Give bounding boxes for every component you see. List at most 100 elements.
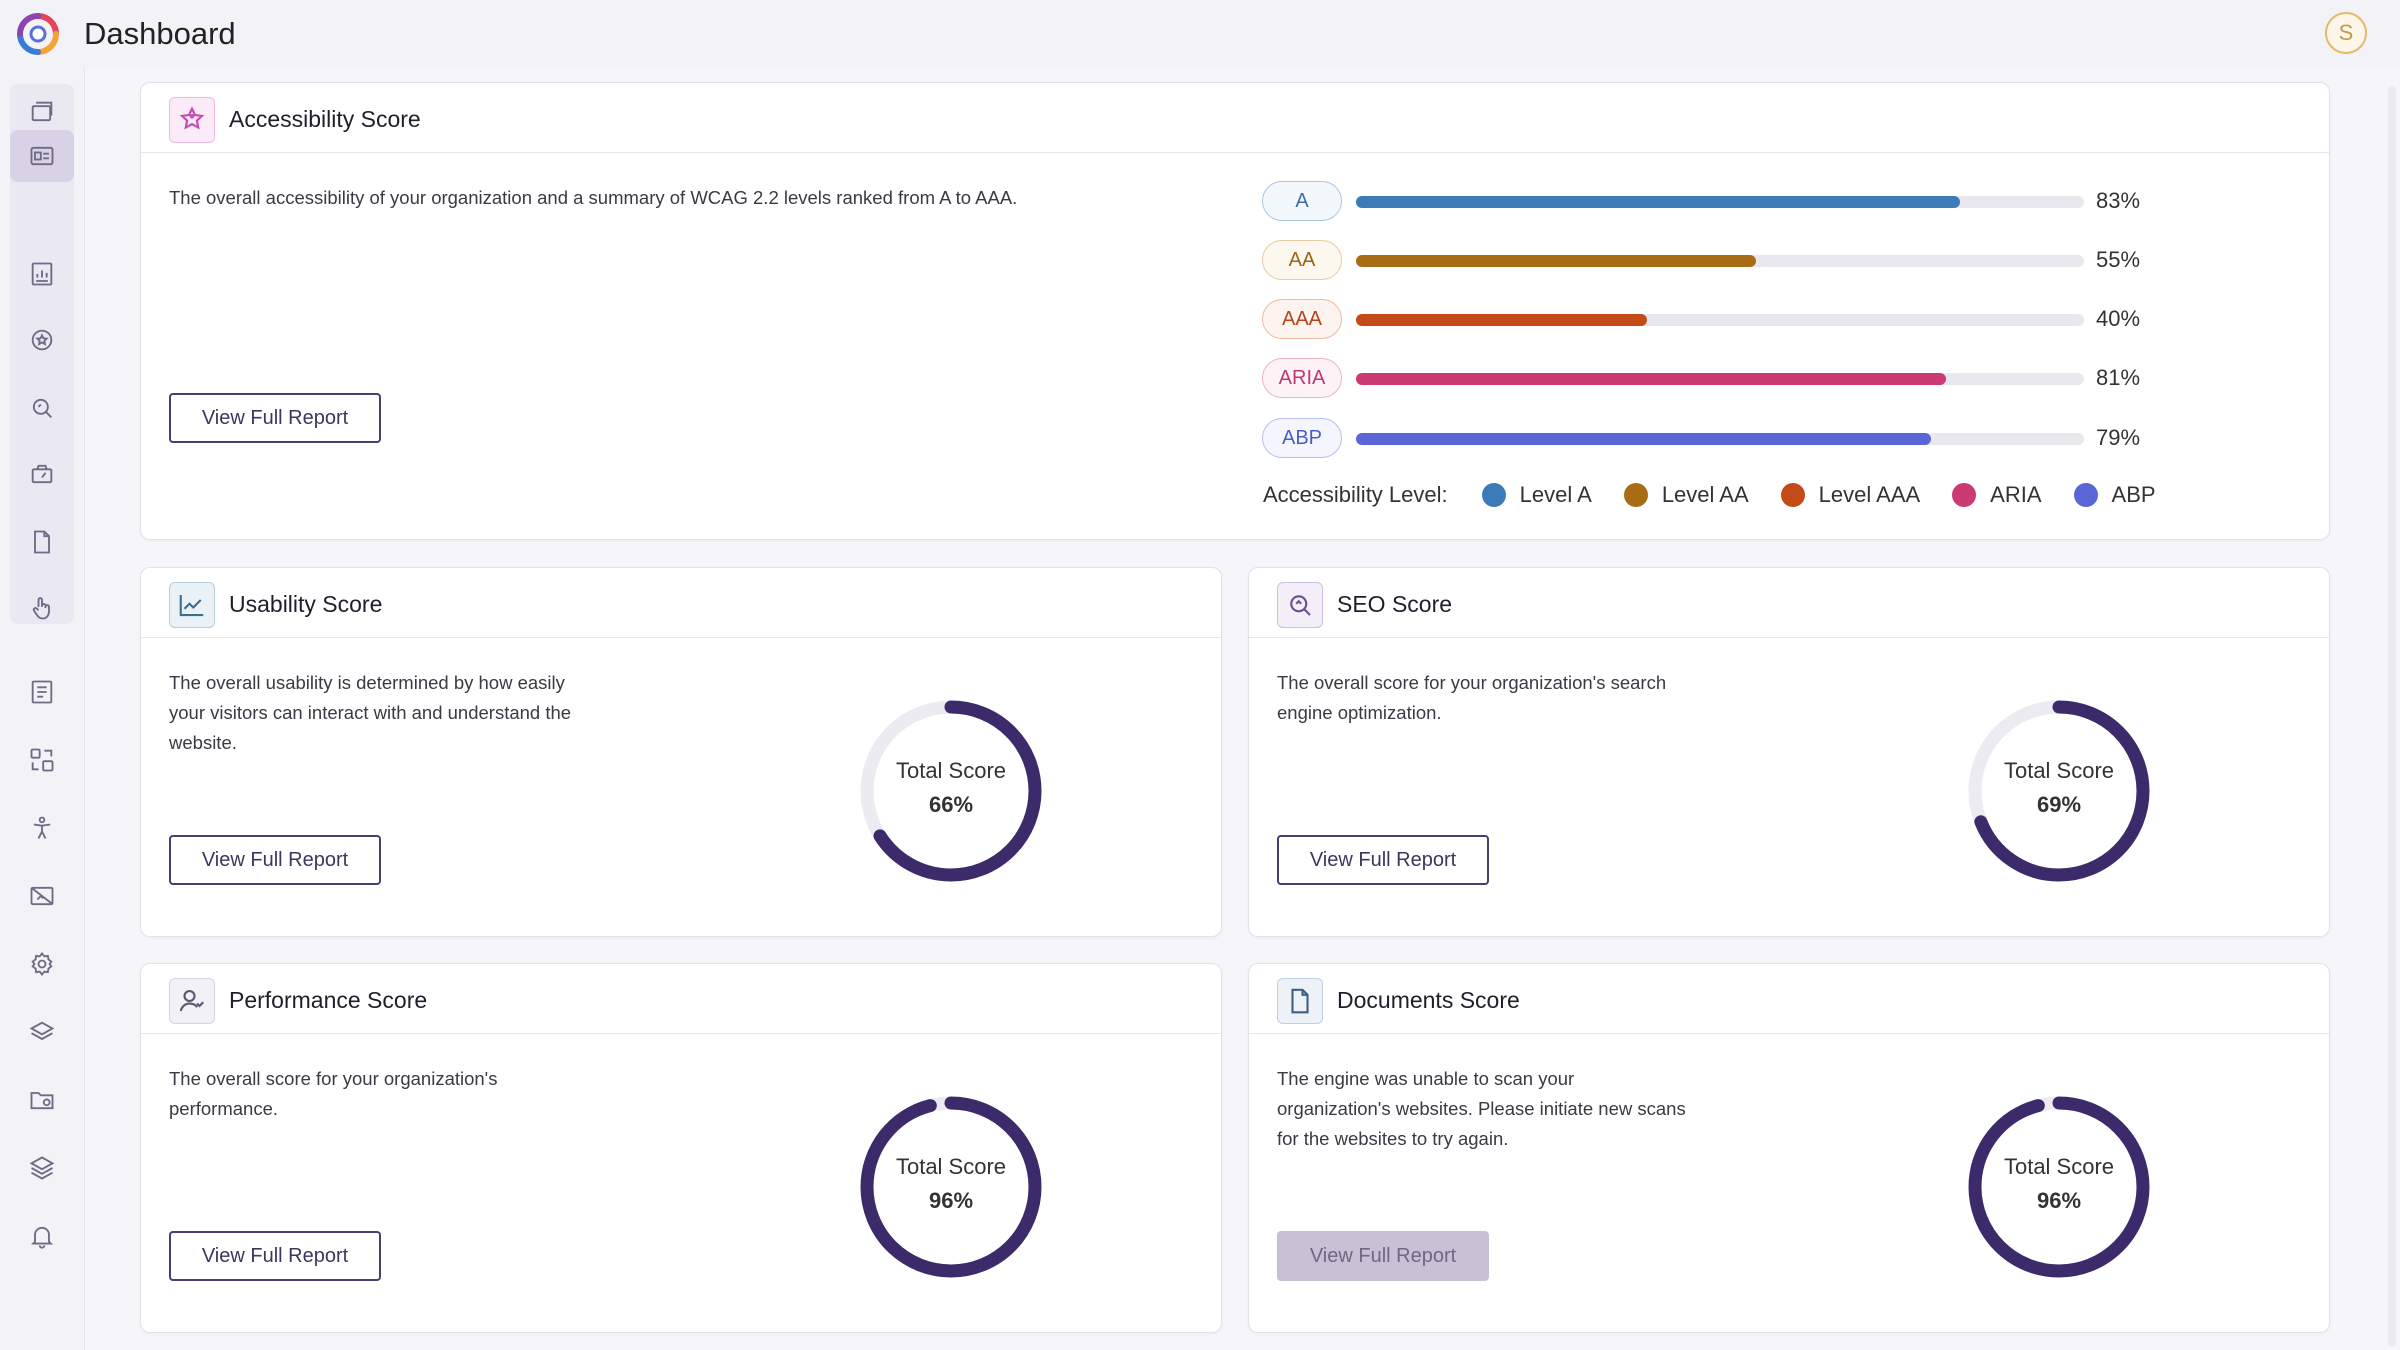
app-logo[interactable]	[14, 10, 62, 58]
documents-donut-chart: Total Score 96%	[1964, 1092, 2154, 1282]
accessibility-legend: Accessibility Level: Level A Level AA Leve…	[1263, 480, 2188, 510]
donut-value: 96%	[928, 1188, 974, 1213]
touch-icon[interactable]	[20, 586, 64, 630]
level-pill: AAA	[1262, 299, 1342, 339]
percentage-value: 40%	[2096, 306, 2141, 331]
legend-label: Level AA	[1661, 482, 1749, 507]
sidebar	[0, 68, 85, 1350]
settings-icon[interactable]	[20, 942, 64, 986]
performance-score-card: Performance Score The overall score for …	[140, 963, 1222, 1333]
legend-dot	[1780, 483, 1805, 507]
speed-icon[interactable]	[20, 452, 64, 496]
donut-label: Total Score	[2003, 758, 2115, 783]
level-pill: ABP	[1262, 418, 1342, 458]
view-full-report-button[interactable]: View Full Report	[169, 393, 381, 443]
card-title: Documents Score	[1337, 987, 1520, 1013]
search-icon[interactable]	[20, 386, 64, 430]
progress-track	[1356, 314, 2084, 326]
progress-fill	[1356, 314, 1648, 326]
donut-ring	[1968, 700, 2150, 882]
level-pill: A	[1262, 181, 1342, 221]
windows-icon[interactable]	[20, 90, 64, 134]
legend-item: Level AA	[1623, 482, 1749, 508]
donut-progress-arc	[860, 700, 1042, 882]
legend-label: Level AAA	[1818, 482, 1921, 507]
components-icon[interactable]	[20, 738, 64, 782]
document-icon[interactable]	[20, 520, 64, 564]
view-full-report-button[interactable]: View Full Report	[1277, 835, 1489, 885]
legend-dot	[1481, 483, 1506, 507]
card-title: Usability Score	[229, 591, 383, 617]
donut-ring	[860, 1096, 1042, 1278]
card-title: Accessibility Score	[229, 106, 421, 132]
donut-progress-arc	[1968, 700, 2150, 882]
legend-label: Level A	[1519, 482, 1592, 507]
card-header: Usability Score	[141, 568, 1221, 638]
accessibility-icon[interactable]	[20, 806, 64, 850]
accessibility-bar-row: AA 55%	[1262, 240, 2162, 280]
legend-dot	[1623, 483, 1648, 507]
legend-title: Accessibility Level:	[1263, 482, 1448, 507]
level-pill: AA	[1262, 240, 1342, 280]
user-performance-icon	[169, 978, 215, 1024]
bell-icon[interactable]	[20, 1214, 64, 1258]
donut-ring	[1968, 1096, 2150, 1278]
view-full-report-button[interactable]: View Full Report	[169, 1231, 381, 1281]
accessibility-bar-row: ABP 79%	[1262, 418, 2162, 458]
accessibility-score-card: Accessibility Score The overall accessib…	[140, 82, 2330, 540]
donut-value: 66%	[928, 792, 974, 817]
card-header: SEO Score	[1249, 568, 2329, 638]
card-description: The overall usability is determined by h…	[169, 672, 572, 753]
seo-donut-chart: Total Score 69%	[1964, 696, 2154, 886]
card-title: SEO Score	[1337, 591, 1453, 617]
card-header: Performance Score	[141, 964, 1221, 1034]
seo-search-icon	[1277, 582, 1323, 628]
percentage-value: 81%	[2096, 365, 2141, 390]
accessibility-bar-row: A 83%	[1262, 181, 2162, 221]
layers-icon[interactable]	[20, 1010, 64, 1054]
seo-score-card: SEO Score The overall score for your org…	[1248, 567, 2330, 937]
report-icon[interactable]	[20, 252, 64, 296]
percentage-value: 83%	[2096, 188, 2141, 213]
folder-settings-icon[interactable]	[20, 1078, 64, 1122]
page-scrollbar[interactable]	[2388, 86, 2396, 1346]
usability-score-card: Usability Score The overall usability is…	[140, 567, 1222, 937]
list-icon[interactable]	[20, 670, 64, 714]
accessibility-star-icon	[169, 97, 215, 143]
donut-ring	[860, 700, 1042, 882]
progress-fill	[1356, 433, 1932, 445]
legend-item: Level AAA	[1780, 482, 1921, 508]
donut-progress-arc	[1968, 1096, 2150, 1278]
card-description: The overall score for your organization'…	[1277, 672, 1667, 723]
document-icon	[1277, 978, 1323, 1024]
badge-icon[interactable]	[20, 318, 64, 362]
documents-score-card: Documents Score The engine was unable to…	[1248, 963, 2330, 1333]
no-image-icon[interactable]	[20, 874, 64, 918]
top-bar: Dashboard S	[0, 0, 2400, 68]
view-full-report-button[interactable]: View Full Report	[169, 835, 381, 885]
donut-value: 96%	[2036, 1188, 2082, 1213]
view-full-report-button: View Full Report	[1277, 1231, 1489, 1281]
page-title: Dashboard	[84, 16, 236, 51]
legend-label: ARIA	[1990, 482, 2042, 507]
legend-item: Level A	[1481, 482, 1592, 508]
level-pill: ARIA	[1262, 358, 1342, 398]
legend-item: ARIA	[1952, 482, 2042, 508]
usability-donut-chart: Total Score 66%	[856, 696, 1046, 886]
card-header: Documents Score	[1249, 964, 2329, 1034]
legend-items: Level A Level AA Level AAA ARIA ABP	[1481, 482, 2188, 508]
legend-label: ABP	[2111, 482, 2156, 507]
card-title: Performance Score	[229, 987, 428, 1013]
donut-label: Total Score	[895, 1154, 1007, 1179]
donut-progress-arc	[860, 1096, 1042, 1278]
progress-track	[1356, 433, 2084, 445]
avatar[interactable]: S	[2325, 12, 2367, 54]
accessibility-bar-row: AAA 40%	[1262, 299, 2162, 339]
progress-track	[1356, 373, 2084, 385]
stack-icon[interactable]	[20, 1146, 64, 1190]
dashboard-icon[interactable]	[10, 130, 74, 182]
progress-fill	[1356, 196, 1961, 208]
legend-dot	[1952, 483, 1977, 507]
donut-value: 69%	[2036, 792, 2082, 817]
card-description: The engine was unable to scan your organ…	[1277, 1068, 1686, 1149]
